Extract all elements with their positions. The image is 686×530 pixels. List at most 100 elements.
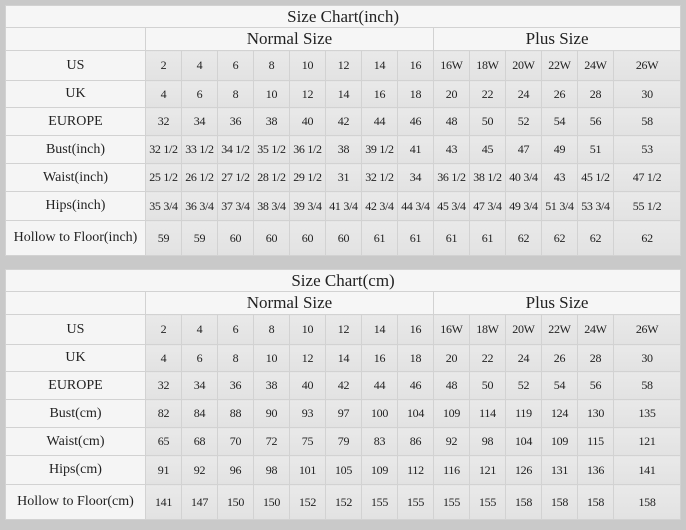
size-value: 47 xyxy=(505,135,542,164)
size-value: 86 xyxy=(397,427,434,456)
size-value: 18W xyxy=(469,314,506,345)
size-value: 147 xyxy=(181,484,218,520)
size-value: 20 xyxy=(433,344,470,372)
row-label: UK xyxy=(5,80,146,108)
size-value: 30 xyxy=(612,80,682,108)
size-value: 28 xyxy=(577,80,614,108)
size-value: 33 1/2 xyxy=(181,135,218,164)
row-label: US xyxy=(5,314,146,345)
size-value: 34 xyxy=(397,163,434,192)
size-value: 92 xyxy=(181,455,218,485)
size-value: 158 xyxy=(612,484,682,520)
size-value: 8 xyxy=(217,344,254,372)
size-value: 53 xyxy=(612,135,682,164)
size-value: 49 3/4 xyxy=(505,191,542,221)
table-row: Waist(cm) 65 68 70 72 75 79 83 86 92 98 104 109 115 12… xyxy=(5,427,682,456)
size-value: 4 xyxy=(181,314,218,345)
size-value: 52 xyxy=(505,107,542,136)
size-value: 116 xyxy=(433,455,470,485)
size-value: 8 xyxy=(253,314,290,345)
size-value: 10 xyxy=(253,344,290,372)
size-value: 14 xyxy=(325,80,362,108)
size-value: 48 xyxy=(433,371,470,400)
size-value: 84 xyxy=(181,399,218,428)
size-value: 4 xyxy=(145,80,182,108)
size-value: 54 xyxy=(541,371,578,400)
size-value: 62 xyxy=(612,220,682,256)
size-value: 2 xyxy=(145,50,182,81)
size-value: 47 1/2 xyxy=(612,163,682,192)
size-value: 38 1/2 xyxy=(469,163,506,192)
size-value: 114 xyxy=(469,399,506,428)
size-value: 4 xyxy=(145,344,182,372)
row-label: EUROPE xyxy=(5,107,146,136)
size-value: 70 xyxy=(217,427,254,456)
size-value: 109 xyxy=(433,399,470,428)
size-value: 12 xyxy=(325,50,362,81)
size-value: 61 xyxy=(361,220,398,256)
row-label: Bust(inch) xyxy=(5,135,146,164)
size-value: 32 xyxy=(145,107,182,136)
size-value: 101 xyxy=(289,455,326,485)
size-value: 52 xyxy=(505,371,542,400)
size-value: 135 xyxy=(612,399,682,428)
size-value: 26W xyxy=(612,314,682,345)
size-value: 150 xyxy=(253,484,290,520)
size-value: 109 xyxy=(361,455,398,485)
size-chart-inch: Size Chart(inch) Normal Size Plus Size US 2 4… xyxy=(4,5,682,256)
size-value: 115 xyxy=(577,427,614,456)
size-value: 61 xyxy=(433,220,470,256)
size-chart-cm: Size Chart(cm) Normal Size Plus Size US 2 4 6 8… xyxy=(4,269,682,520)
size-value: 60 xyxy=(289,220,326,256)
size-value: 20W xyxy=(505,50,542,81)
size-value: 50 xyxy=(469,107,506,136)
table-row: US 2 4 6 8 10 12 14 16 16W 18W 20W 22W 24W 26W xyxy=(5,50,682,81)
row-label: UK xyxy=(5,344,146,372)
size-value: 36 1/2 xyxy=(289,135,326,164)
size-value: 65 xyxy=(145,427,182,456)
size-value: 35 1/2 xyxy=(253,135,290,164)
size-value: 42 xyxy=(325,371,362,400)
size-value: 28 xyxy=(577,344,614,372)
size-value: 109 xyxy=(541,427,578,456)
size-value: 68 xyxy=(181,427,218,456)
size-value: 83 xyxy=(361,427,398,456)
size-value: 38 xyxy=(253,107,290,136)
size-value: 36 xyxy=(217,371,254,400)
size-value: 12 xyxy=(289,344,326,372)
size-value: 141 xyxy=(612,455,682,485)
size-value: 12 xyxy=(325,314,362,345)
size-value: 90 xyxy=(253,399,290,428)
size-value: 30 xyxy=(612,344,682,372)
size-value: 79 xyxy=(325,427,362,456)
size-value: 152 xyxy=(289,484,326,520)
size-value: 22W xyxy=(541,314,578,345)
chart-title: Size Chart(inch) xyxy=(4,5,682,28)
table-row: US 2 4 6 8 10 12 14 16 16W 18W 20W 22W 24W 26W xyxy=(5,314,682,345)
size-value: 46 xyxy=(397,107,434,136)
size-value: 58 xyxy=(612,371,682,400)
chart-title: Size Chart(cm) xyxy=(4,269,682,292)
size-value: 97 xyxy=(325,399,362,428)
size-value: 43 xyxy=(541,163,578,192)
size-value: 22 xyxy=(469,344,506,372)
table-row: EUROPE 32 34 36 38 40 42 44 46 48 50 52 54 56 58 xyxy=(5,107,682,136)
size-value: 61 xyxy=(397,220,434,256)
row-label: Hollow to Floor(inch) xyxy=(5,220,146,256)
size-value: 126 xyxy=(505,455,542,485)
size-value: 45 1/2 xyxy=(577,163,614,192)
size-value: 56 xyxy=(577,107,614,136)
size-value: 6 xyxy=(181,80,218,108)
size-value: 100 xyxy=(361,399,398,428)
size-value: 34 1/2 xyxy=(217,135,254,164)
size-value: 22W xyxy=(541,50,578,81)
size-value: 32 xyxy=(145,371,182,400)
size-value: 6 xyxy=(217,314,254,345)
row-label: Bust(cm) xyxy=(5,399,146,428)
size-value: 141 xyxy=(145,484,182,520)
size-value: 104 xyxy=(397,399,434,428)
size-value: 50 xyxy=(469,371,506,400)
size-value: 24 xyxy=(505,344,542,372)
size-value: 12 xyxy=(289,80,326,108)
size-value: 53 3/4 xyxy=(577,191,614,221)
